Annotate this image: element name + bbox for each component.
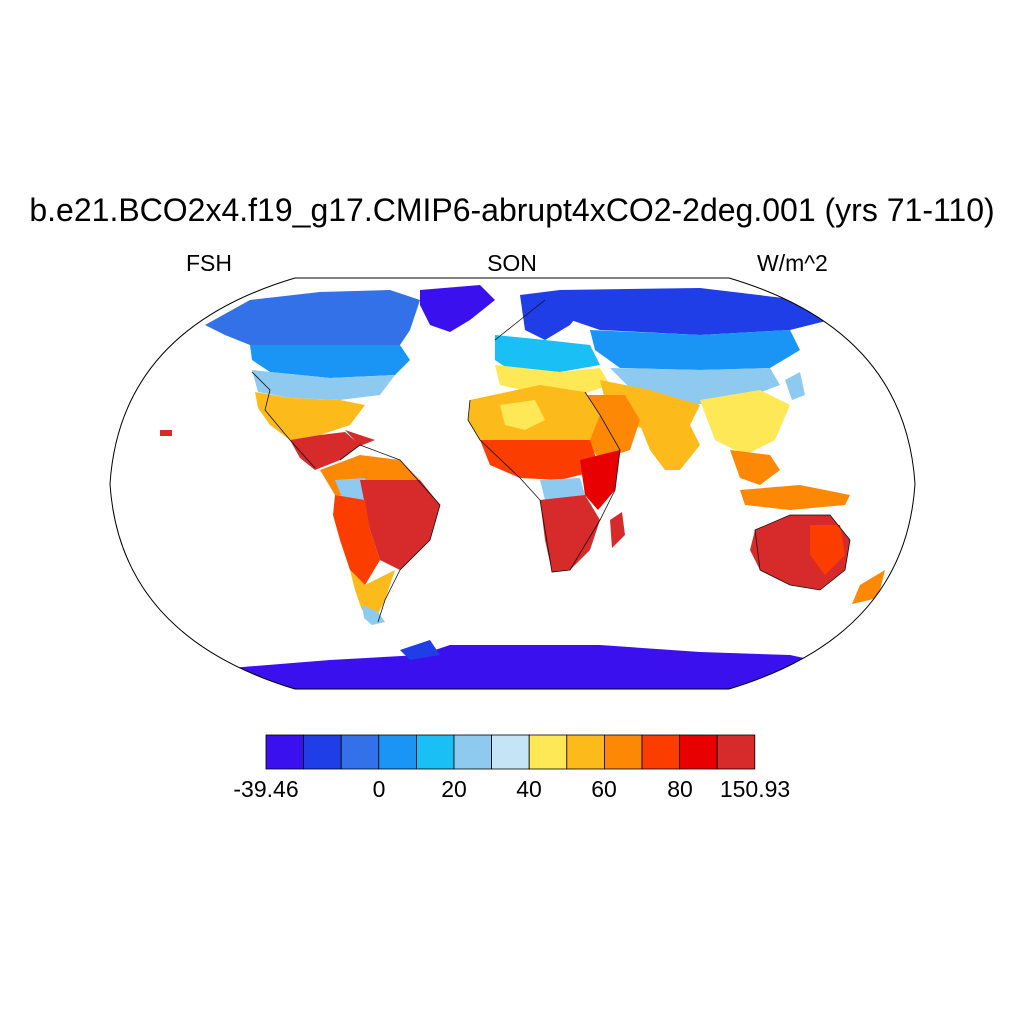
africa-south (540, 495, 600, 572)
australia-east (810, 525, 845, 575)
north-america-boreal (250, 345, 410, 378)
map-outline (109, 277, 916, 690)
colorbar-box-7 (528, 734, 568, 770)
greenland (420, 285, 495, 332)
colorbar-box-4 (415, 734, 455, 770)
land-fields (160, 285, 885, 689)
south-america-west (333, 495, 380, 585)
colorbar-box-8 (566, 734, 605, 770)
sahara-patches (500, 400, 545, 430)
india (640, 425, 700, 470)
asia-boreal (590, 330, 800, 370)
siberia (560, 288, 830, 335)
indonesia (740, 485, 850, 510)
colorbar-box-3 (378, 734, 417, 770)
colorbar-box-11 (679, 734, 718, 770)
antarctic-peninsula (400, 640, 440, 660)
variable-label: FSH (186, 250, 232, 276)
figure-title: b.e21.BCO2x4.f19_g17.CMIP6-abrupt4xCO2-2… (29, 192, 995, 228)
colorbar-box-2 (340, 734, 380, 770)
sahel (480, 440, 600, 480)
caribbean (345, 430, 375, 446)
north-america-high-lat (205, 290, 420, 350)
madagascar (610, 512, 625, 548)
colorbar-box-1 (303, 734, 342, 770)
europe-south (495, 365, 610, 395)
colorbar-label: 80 (667, 776, 693, 802)
antarctica (200, 645, 850, 689)
patagonia (362, 605, 385, 625)
units-label: W/m^2 (757, 250, 828, 276)
colorbar-box-0 (265, 734, 304, 770)
colorbar-box-9 (604, 734, 643, 770)
north-america-warm (255, 392, 365, 440)
season-label: SON (487, 250, 537, 276)
colorbar-box-6 (491, 734, 530, 770)
colorbar-box-5 (453, 734, 492, 770)
colorbar-label: 60 (591, 776, 617, 802)
colorbar-label: 40 (516, 776, 542, 802)
central-america (290, 432, 360, 470)
colorbar-label: -39.46 (233, 776, 299, 802)
colorbar-label: 20 (441, 776, 467, 802)
europe-cool (495, 335, 600, 372)
new-zealand (852, 570, 885, 604)
east-asia-mild (700, 390, 790, 455)
colorbar (265, 734, 756, 770)
hawaii (160, 430, 172, 436)
south-america-south (350, 570, 395, 620)
colorbar-label: 0 (372, 776, 386, 802)
colorbar-box-10 (641, 734, 680, 770)
colorbar-box-12 (716, 734, 756, 770)
coastlines (251, 299, 851, 623)
southeast-asia (730, 450, 780, 485)
colorbar-label: 150.93 (719, 776, 791, 802)
south-america-east (360, 480, 440, 570)
japan (785, 372, 805, 400)
africa-east (580, 450, 620, 510)
north-america-cool (252, 370, 395, 400)
